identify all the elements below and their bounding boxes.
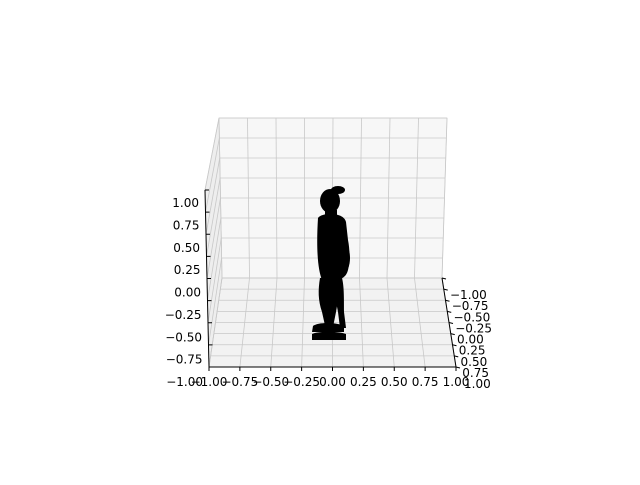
y-tick-label: −0.25 — [455, 321, 492, 335]
far-leg — [330, 278, 346, 328]
x-tick-label: 0.00 — [319, 375, 346, 389]
y-tick-mark — [445, 299, 450, 302]
point-cloud-figure — [312, 186, 350, 340]
z-tick-label: 0.50 — [173, 241, 200, 255]
hair-bun — [331, 186, 345, 194]
y-tick-mark — [441, 277, 447, 280]
grid-line — [204, 117, 220, 191]
y-tick-mark — [443, 288, 448, 291]
grid-line — [205, 157, 221, 235]
z-tick-label: −1.00 — [166, 375, 203, 389]
z-axis-ticks: −1.00 −0.75 −0.50 −0.25 0.00 0.25 0.50 0.75 1.00 — [165, 189, 213, 389]
z-tick-label: 1.00 — [172, 196, 199, 210]
y-tick-label: 0.75 — [462, 366, 489, 380]
y-tick-mark — [452, 344, 457, 347]
y-tick-label: −0.50 — [454, 310, 491, 324]
grid-line — [386, 277, 395, 368]
grid-line — [206, 177, 221, 257]
x-tick-label: 0.25 — [350, 375, 377, 389]
y-tick-mark — [454, 355, 459, 358]
x-tick-label: −1.00 — [191, 375, 228, 389]
head — [320, 189, 340, 213]
z-tick-label: 0.25 — [174, 263, 201, 277]
grid-line — [208, 277, 223, 368]
x-tick-label: −0.50 — [252, 375, 289, 389]
z-tick-label: −0.75 — [166, 353, 203, 367]
y-tick-label: 0.00 — [457, 333, 484, 347]
grid-line — [386, 117, 391, 279]
grid-line — [206, 197, 221, 279]
grid-line — [359, 277, 364, 368]
z-tick-label: 0.75 — [173, 218, 200, 232]
x-tick-label: −0.25 — [283, 375, 320, 389]
grid-line — [207, 237, 222, 323]
grid-lines — [204, 117, 457, 368]
y-tick-mark — [450, 333, 455, 336]
grid-line — [205, 137, 220, 213]
x-tick-label: 0.50 — [381, 375, 408, 389]
y-tick-mark — [448, 322, 454, 324]
x-tick-label: 0.75 — [412, 375, 439, 389]
grid-line — [414, 117, 419, 279]
y-tick-label: −0.75 — [452, 299, 489, 313]
y-axis-ticks: −1.00−0.75−0.50−0.250.000.250.500.751.00 — [441, 277, 492, 391]
y-tick-label: 0.50 — [461, 355, 488, 369]
y-tick-mark — [455, 366, 461, 369]
y-tick-label: 0.25 — [459, 344, 486, 358]
arm — [338, 244, 350, 272]
z-tick-label: −0.50 — [165, 330, 202, 344]
grid-line — [359, 117, 362, 279]
x-tick-label: 1.00 — [443, 375, 470, 389]
y-tick-label: −1.00 — [450, 288, 487, 302]
z-tick-label: 0.00 — [174, 286, 201, 300]
z-tick-label: −0.25 — [165, 308, 202, 322]
grid-line — [414, 277, 426, 368]
far-foot — [312, 323, 344, 332]
y-tick-label: 1.00 — [464, 377, 491, 391]
y-tick-mark — [447, 310, 452, 313]
grid-line — [441, 117, 448, 279]
x-axis-ticks: −1.00−0.75−0.50−0.25 0.00 0.25 0.50 0.75 1.00 — [191, 367, 470, 389]
x-tick-label: −0.75 — [221, 375, 258, 389]
near-foot — [312, 331, 346, 340]
grid-line — [208, 257, 223, 345]
grid-line — [207, 217, 222, 301]
